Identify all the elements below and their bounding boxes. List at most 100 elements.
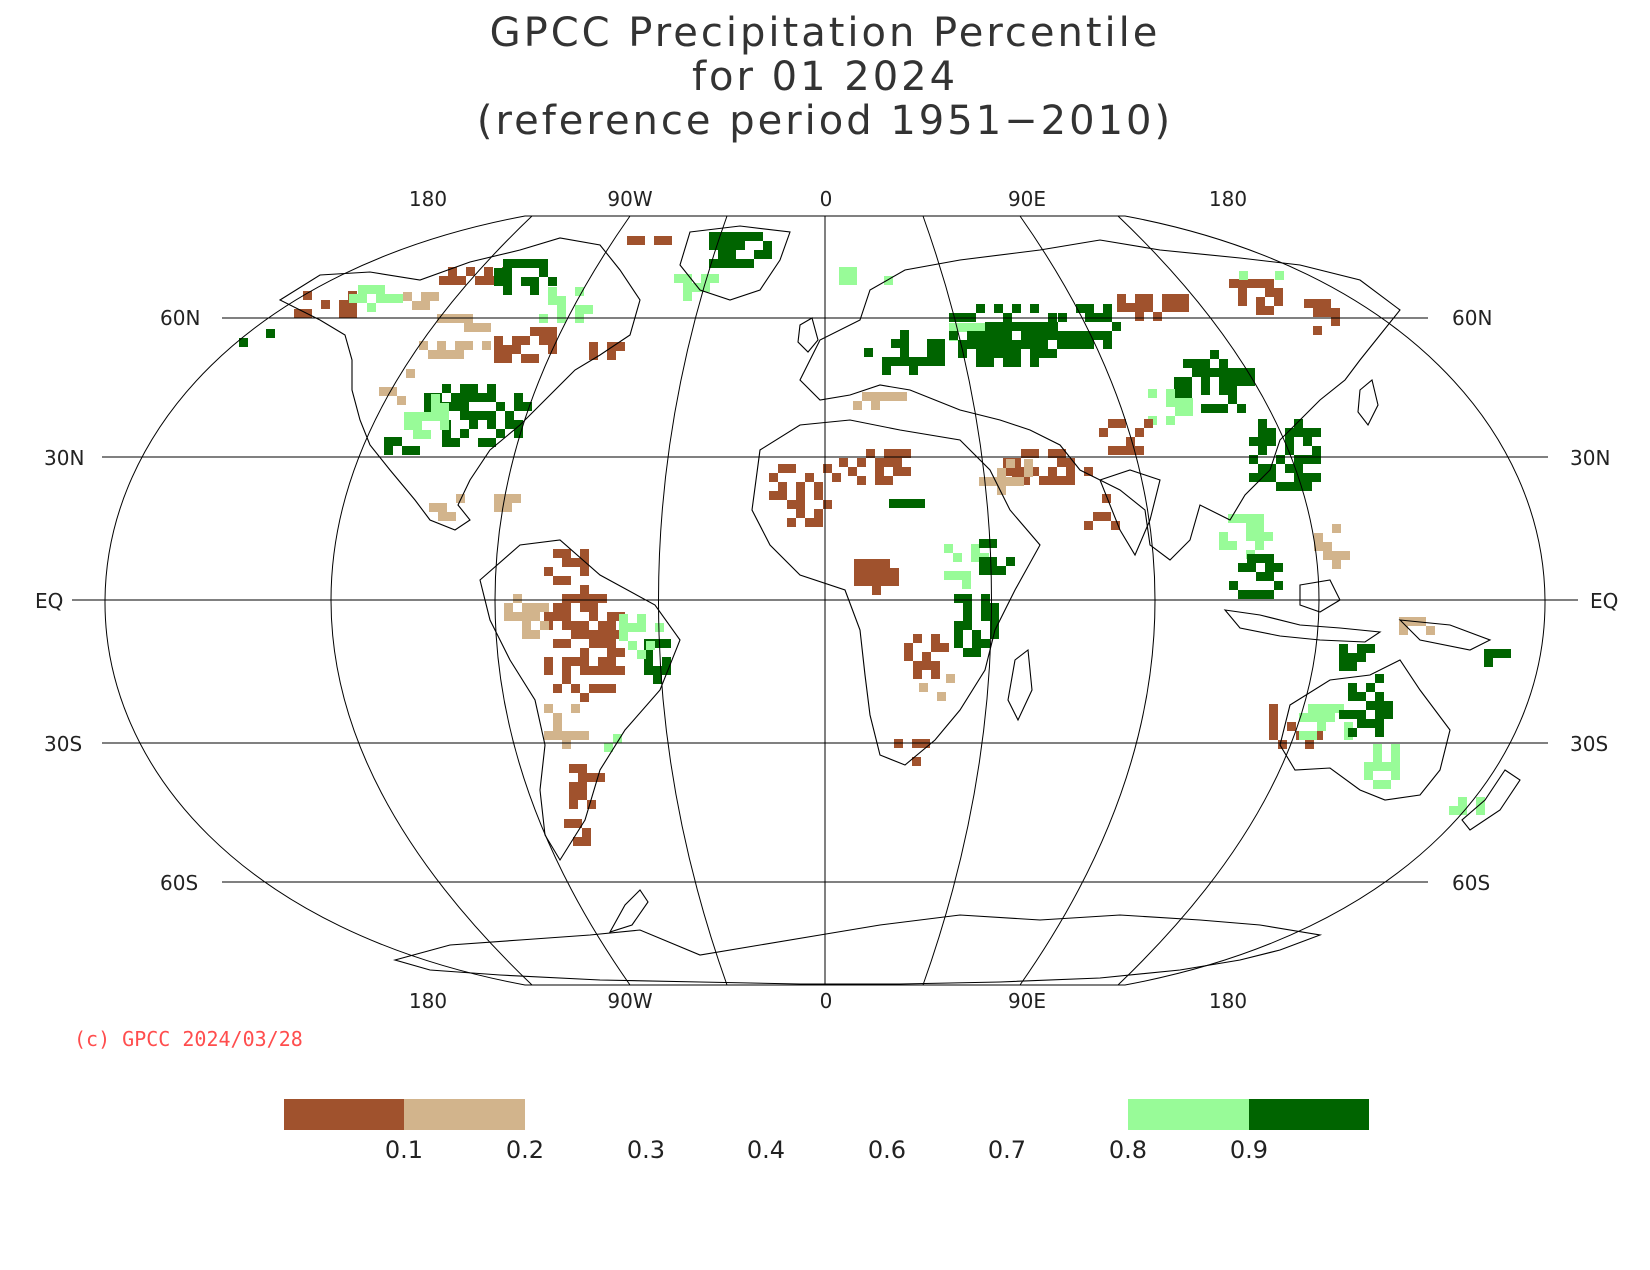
grid-cell (544, 731, 553, 740)
grid-cell (553, 576, 562, 585)
grid-cell (562, 740, 571, 749)
grid-cell (1274, 581, 1283, 590)
grid-cell (442, 429, 451, 438)
grid-cell (448, 267, 457, 276)
grid-cell (487, 411, 496, 420)
grid-cell (1484, 649, 1493, 658)
grid-cell (1375, 701, 1384, 710)
grid-cell (814, 509, 823, 518)
lat-label-left-60n: 60N (160, 306, 200, 330)
grid-cell (521, 354, 530, 363)
grid-cell (853, 401, 862, 410)
grid-cell (893, 467, 902, 476)
grid-cell (512, 259, 521, 268)
grid-cell (1493, 649, 1502, 658)
grid-cell (1030, 304, 1039, 313)
grid-cell (814, 482, 823, 491)
grid-cell (875, 467, 884, 476)
lat-label-left-60s: 60S (160, 871, 198, 895)
grid-cell (478, 438, 487, 447)
coast-africa (751, 419, 1041, 766)
grid-cell (1201, 404, 1210, 413)
grid-cell (522, 612, 531, 621)
grid-cell (1476, 806, 1485, 815)
grid-cell (604, 743, 613, 752)
grid-cell (589, 666, 598, 675)
grid-cell (505, 420, 514, 429)
grid-cell (1339, 710, 1348, 719)
coast-north-america (278, 237, 641, 531)
grid-cell (562, 675, 571, 684)
grid-cell (796, 500, 805, 509)
grid-cell (376, 285, 385, 294)
grid-cell (994, 331, 1003, 340)
grid-cell (1304, 299, 1313, 308)
grid-cell (1237, 514, 1246, 523)
grid-cell (1117, 294, 1126, 303)
grid-cell (358, 285, 367, 294)
grid-cell (1449, 806, 1458, 815)
grid-cell (628, 623, 637, 632)
grid-cell (1030, 322, 1039, 331)
grid-cell (540, 621, 549, 630)
grid-cell (442, 384, 451, 393)
grid-cell (863, 577, 872, 586)
grid-cell (1269, 713, 1278, 722)
grid-cell (963, 648, 972, 657)
grid-cell (927, 339, 936, 348)
grid-cell (1458, 806, 1467, 815)
grid-cell (1180, 294, 1189, 303)
grid-cell (1312, 473, 1321, 482)
grid-cell (875, 476, 884, 485)
coast-indonesia (1223, 609, 1382, 643)
grid-cell (769, 473, 778, 482)
grid-cell (979, 539, 988, 548)
grid-cell (1285, 464, 1294, 473)
coast-new-zealand (1461, 769, 1521, 831)
grid-cell (1201, 377, 1210, 386)
grid-cell (909, 357, 918, 366)
coast-australia (1279, 659, 1451, 801)
grid-cell (1126, 437, 1135, 446)
grid-cell (428, 350, 437, 359)
grid-cell (919, 683, 928, 692)
grid-cell (963, 603, 972, 612)
grid-cell (857, 458, 866, 467)
grid-cell (406, 369, 415, 378)
grid-cell (571, 630, 580, 639)
grid-cell (1030, 358, 1039, 367)
grid-cell (904, 643, 913, 652)
grid-cell (475, 276, 484, 285)
grid-cell (421, 292, 430, 301)
grid-cell (598, 657, 607, 666)
grid-cell (900, 330, 909, 339)
grid-cell (1335, 704, 1344, 713)
grid-cell (1021, 331, 1030, 340)
grid-cell (562, 549, 571, 558)
grid-cell (778, 482, 787, 491)
grid-cell (1267, 464, 1276, 473)
grid-cell (683, 283, 692, 292)
grid-cell (388, 387, 397, 396)
grid-cell (1210, 404, 1219, 413)
grid-cell (904, 652, 913, 661)
grid-cell (1256, 297, 1265, 306)
grid-cell (893, 449, 902, 458)
coast-india (1099, 469, 1161, 557)
grid-cell (949, 331, 958, 340)
grid-cell (1012, 322, 1021, 331)
grid-cell (1382, 762, 1391, 771)
grid-cell (653, 666, 662, 675)
grid-cell (646, 641, 655, 650)
grid-cell (531, 630, 540, 639)
grid-cell (1348, 710, 1357, 719)
grid-cell (544, 657, 553, 666)
grid-cell (1066, 467, 1075, 476)
grid-cell (1135, 312, 1144, 321)
grid-cell (1246, 514, 1255, 523)
grid-cell (455, 350, 464, 359)
grid-cell (872, 586, 881, 595)
grid-cell (580, 648, 589, 657)
coast-antarctic-peninsula (608, 889, 649, 933)
lat-label-left-30s: 30S (44, 732, 82, 756)
